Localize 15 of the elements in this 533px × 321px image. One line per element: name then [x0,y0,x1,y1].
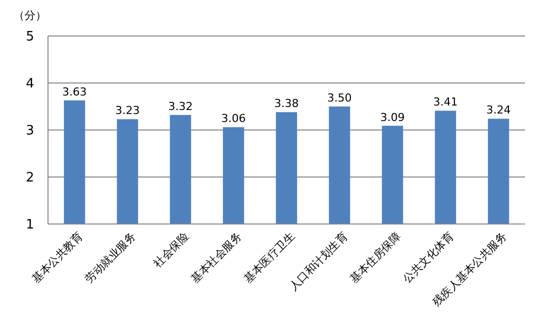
data-label: 3.09 [380,110,405,124]
data-label: 3.24 [486,104,511,117]
y-tick-label: 5 [26,30,34,45]
y-axis-title: （分） [14,9,46,22]
data-label: 3.50 [327,92,352,104]
x-tick-label: 基本住房保障 [347,230,404,286]
data-label: 3.06 [221,112,246,126]
data-label: 3.23 [115,104,140,118]
data-label: 3.38 [274,97,299,110]
y-tick-label: 2 [26,170,34,186]
data-label: 3.63 [62,85,87,98]
y-tick-label: 4 [26,76,34,92]
y-tick-label: 3 [26,124,34,139]
data-label: 3.32 [168,100,193,113]
data-label: 3.41 [433,96,458,109]
